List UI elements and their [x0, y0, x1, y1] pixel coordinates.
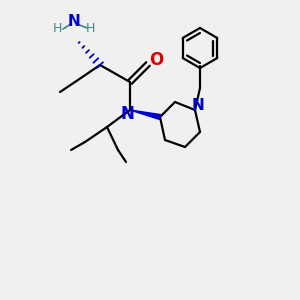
- Text: N: N: [192, 98, 204, 113]
- Text: O: O: [149, 51, 163, 69]
- Text: H: H: [85, 22, 95, 34]
- Text: N: N: [68, 14, 80, 29]
- Polygon shape: [130, 110, 161, 119]
- Text: N: N: [120, 105, 134, 123]
- Text: H: H: [52, 22, 62, 34]
